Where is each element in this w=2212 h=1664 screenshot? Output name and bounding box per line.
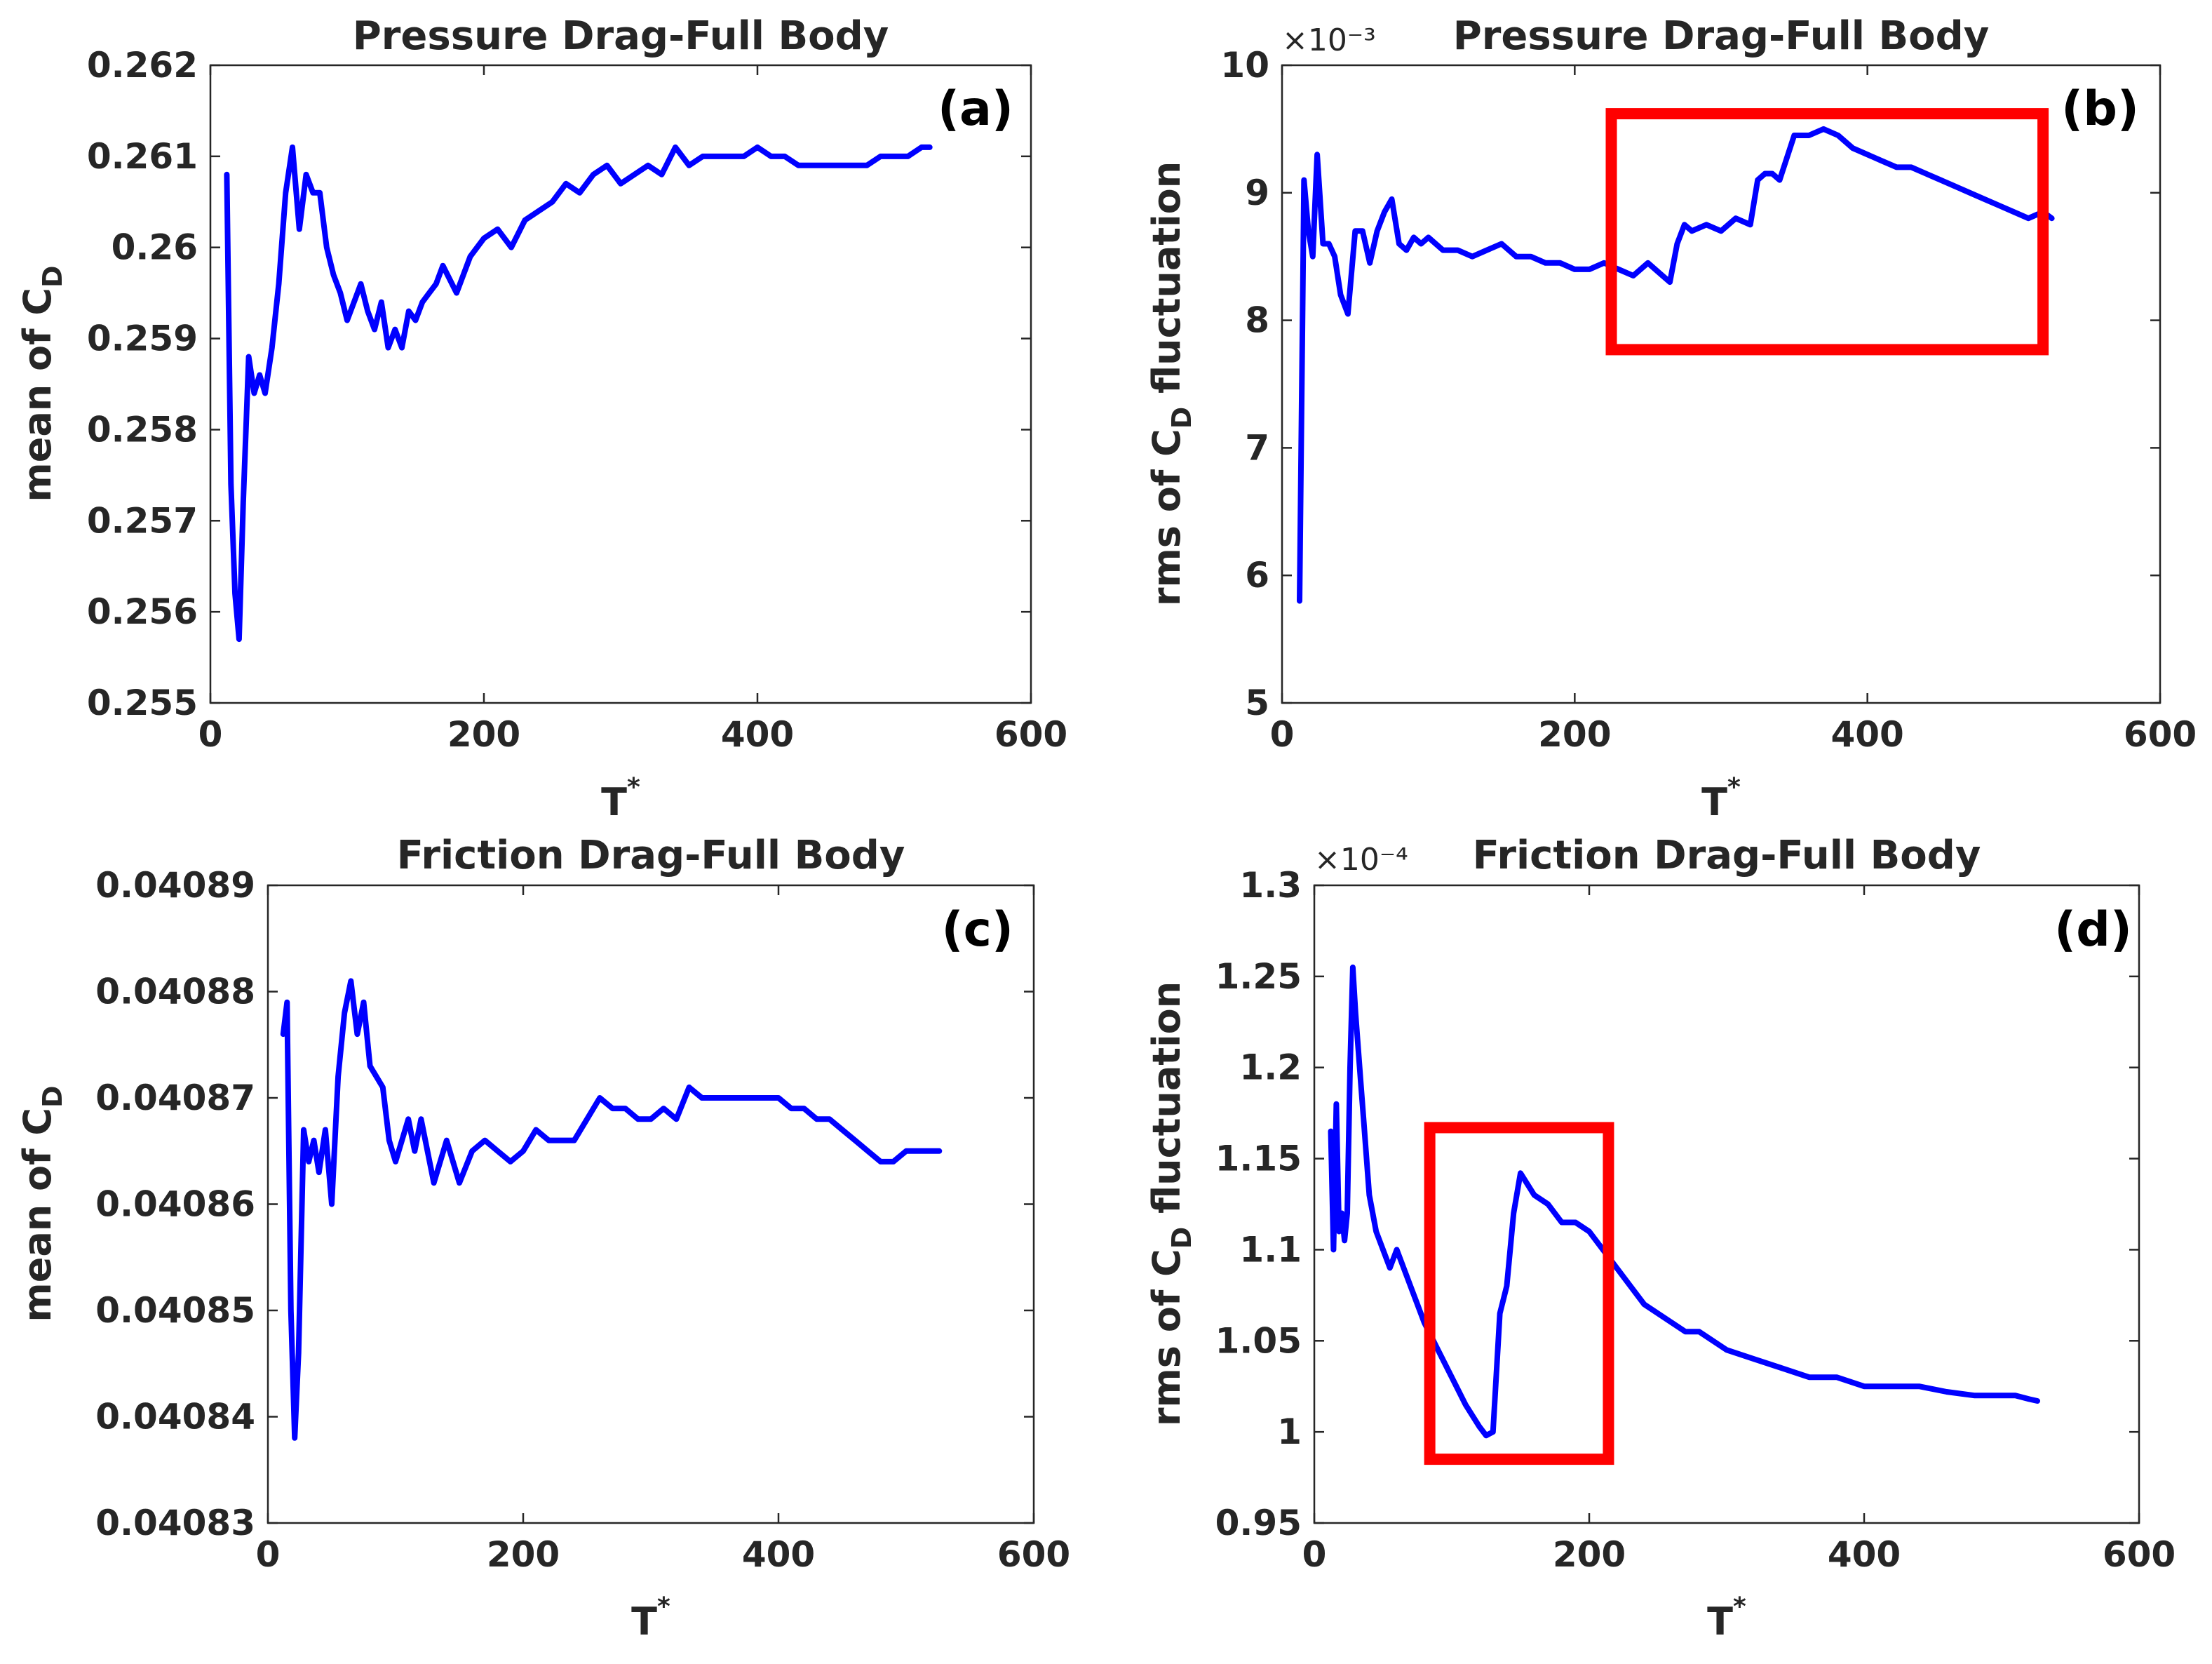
y-tick-label: 0.04089 xyxy=(95,865,255,906)
highlight-box xyxy=(1424,1122,1614,1465)
x-axis-label: T* xyxy=(601,773,640,824)
panel-title: Pressure Drag-Full Body xyxy=(353,13,889,59)
y-axis-label: mean of CD xyxy=(15,1085,68,1322)
y-tick-label: 1.3 xyxy=(1239,865,1302,906)
panel-a: 0 200 400 600 0.255 0.256 0.257 0.258 0.259 0.26 0… xyxy=(15,13,1067,824)
y-tick-label: 0.95 xyxy=(1215,1503,1302,1543)
x-tick-label: 0 xyxy=(1302,1534,1327,1575)
x-axis-label-superscript: * xyxy=(1733,1592,1746,1621)
panel-label: (a) xyxy=(938,81,1013,137)
y-tick-label: 1.25 xyxy=(1215,956,1302,997)
y-axis-label-text: rms of C xyxy=(1145,1249,1189,1426)
x-axis-label-superscript: * xyxy=(1727,773,1741,802)
y-tick-label: 8 xyxy=(1245,300,1269,341)
y-axis-exponent: ×10⁻³ xyxy=(1282,22,1376,58)
y-tick-label: 1.05 xyxy=(1215,1320,1302,1361)
series-line xyxy=(280,978,943,1441)
x-tick-label: 400 xyxy=(1830,714,1903,755)
x-tick-label: 600 xyxy=(2124,714,2197,755)
y-tick-label: 1.1 xyxy=(1239,1229,1302,1270)
y-axis-label: rms of CD fluctuation xyxy=(1145,161,1197,606)
panel-c: 0 200 400 600 0.04083 0.04084 0.04085 0.04086 0.… xyxy=(15,833,1070,1644)
y-axis-label-text: mean of C xyxy=(15,288,60,502)
plot-frame xyxy=(1313,884,2140,1524)
y-tick-label: 0.259 xyxy=(87,318,198,359)
y-axis-label: rms of CD fluctuation xyxy=(1145,981,1197,1426)
y-axis-label-text: mean of C xyxy=(15,1108,60,1322)
y-axis-label-subscript: D xyxy=(1166,407,1197,429)
y-tick-label: 0.04087 xyxy=(95,1078,255,1118)
x-axis-label-superscript: * xyxy=(627,773,640,802)
panel-title: Friction Drag-Full Body xyxy=(1473,833,1981,878)
y-axis-label-suffix: fluctuation xyxy=(1145,161,1189,407)
y-tick-label: 9 xyxy=(1245,173,1269,213)
x-tick-label: 200 xyxy=(1553,1534,1626,1575)
y-axis-exponent: ×10⁻⁴ xyxy=(1314,842,1408,878)
y-tick-label: 0.26 xyxy=(112,227,198,268)
panel-label: (d) xyxy=(2054,902,2132,958)
highlight-box xyxy=(1605,108,2049,356)
x-tick-label: 200 xyxy=(487,1534,560,1575)
x-axis-label-text: T xyxy=(1707,1599,1733,1644)
y-tick-label: 0.256 xyxy=(87,591,198,632)
y-tick-label: 1 xyxy=(1277,1411,1302,1452)
y-axis-label-suffix: fluctuation xyxy=(1145,981,1189,1227)
y-tick-label: 0.255 xyxy=(87,683,198,723)
y-tick-label: 1.15 xyxy=(1215,1139,1302,1179)
plot-frame xyxy=(1281,64,2162,704)
y-tick-label: 0.257 xyxy=(87,500,198,541)
x-axis-label: T* xyxy=(1701,773,1741,824)
panel-label: (c) xyxy=(942,902,1013,958)
panel-d: 0 200 400 600 0.95 1 1.05 1.1 1.15 1.2 1.25 1.3 ×10… xyxy=(1145,833,2176,1644)
y-tick-label: 6 xyxy=(1245,555,1269,596)
x-axis-label-text: T xyxy=(601,780,627,824)
panel-b: 0 200 400 600 5 6 7 8 9 10 ×10⁻³ Pressure Drag-Fu… xyxy=(1145,13,2197,824)
x-axis-label: T* xyxy=(1707,1592,1746,1644)
x-axis-label-superscript: * xyxy=(657,1592,670,1621)
series-line xyxy=(224,144,933,643)
series-line xyxy=(1328,964,2040,1439)
series-line xyxy=(1297,126,2055,604)
x-tick-label: 0 xyxy=(256,1534,281,1575)
panel-label: (b) xyxy=(2061,81,2139,137)
y-tick-label: 0.04083 xyxy=(95,1503,255,1543)
plot-frame xyxy=(209,64,1032,704)
y-tick-label: 0.261 xyxy=(87,136,198,177)
x-axis-label-text: T xyxy=(1701,780,1727,824)
x-tick-label: 200 xyxy=(447,714,520,755)
x-axis-label-text: T xyxy=(631,1599,657,1644)
y-tick-label: 1.2 xyxy=(1239,1047,1302,1088)
x-tick-label: 600 xyxy=(994,714,1067,755)
x-tick-label: 200 xyxy=(1538,714,1611,755)
x-tick-label: 400 xyxy=(1828,1534,1901,1575)
y-tick-label: 0.04088 xyxy=(95,972,255,1012)
x-tick-label: 0 xyxy=(1270,714,1295,755)
y-axis-label-text: rms of C xyxy=(1145,429,1189,606)
y-axis-label: mean of CD xyxy=(15,265,68,502)
y-axis-label-subscript: D xyxy=(1166,1227,1197,1249)
y-tick-label: 0.04085 xyxy=(95,1290,255,1331)
y-tick-label: 0.258 xyxy=(87,409,198,450)
y-tick-label: 0.04086 xyxy=(95,1184,255,1225)
y-tick-label: 0.04084 xyxy=(95,1397,255,1437)
x-tick-label: 0 xyxy=(198,714,223,755)
x-axis-label: T* xyxy=(631,1592,670,1644)
panel-title: Friction Drag-Full Body xyxy=(397,833,905,878)
x-tick-label: 400 xyxy=(721,714,794,755)
y-tick-label: 5 xyxy=(1245,683,1269,723)
x-tick-label: 400 xyxy=(742,1534,815,1575)
x-tick-label: 600 xyxy=(997,1534,1070,1575)
x-tick-label: 600 xyxy=(2103,1534,2176,1575)
y-tick-label: 0.262 xyxy=(87,45,198,86)
y-axis-label-subscript: D xyxy=(37,1085,68,1108)
panel-title: Pressure Drag-Full Body xyxy=(1453,13,1989,59)
y-axis-label-subscript: D xyxy=(37,265,68,288)
y-tick-label: 10 xyxy=(1220,45,1269,86)
y-tick-label: 7 xyxy=(1245,427,1269,468)
